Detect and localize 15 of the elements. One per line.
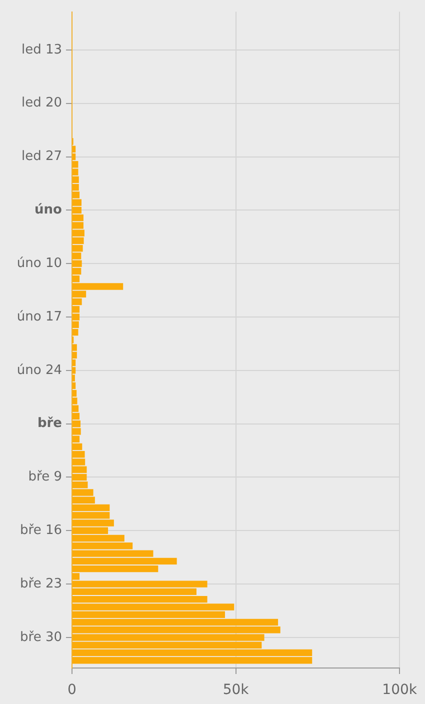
y-tick-label: bře xyxy=(37,416,62,432)
y-tick-label: bře 23 xyxy=(20,576,62,592)
y-tick-label: bře 9 xyxy=(28,470,62,485)
y-tick-label: úno 17 xyxy=(16,309,62,324)
x-tick-label: 100k xyxy=(382,682,418,698)
x-tick-label: 0 xyxy=(68,682,76,698)
y-tick-label: led 13 xyxy=(21,42,62,58)
y-tick-label: bře 30 xyxy=(20,630,62,645)
y-tick-label: led 20 xyxy=(21,96,62,111)
y-tick-label: úno 24 xyxy=(16,362,62,378)
x-tick-label: 50k xyxy=(222,682,250,698)
y-tick-label: bře 16 xyxy=(20,523,62,538)
y-tick-label: úno xyxy=(34,202,62,218)
y-tick-label: led 27 xyxy=(21,149,62,164)
y-tick-label: úno 10 xyxy=(16,256,62,271)
